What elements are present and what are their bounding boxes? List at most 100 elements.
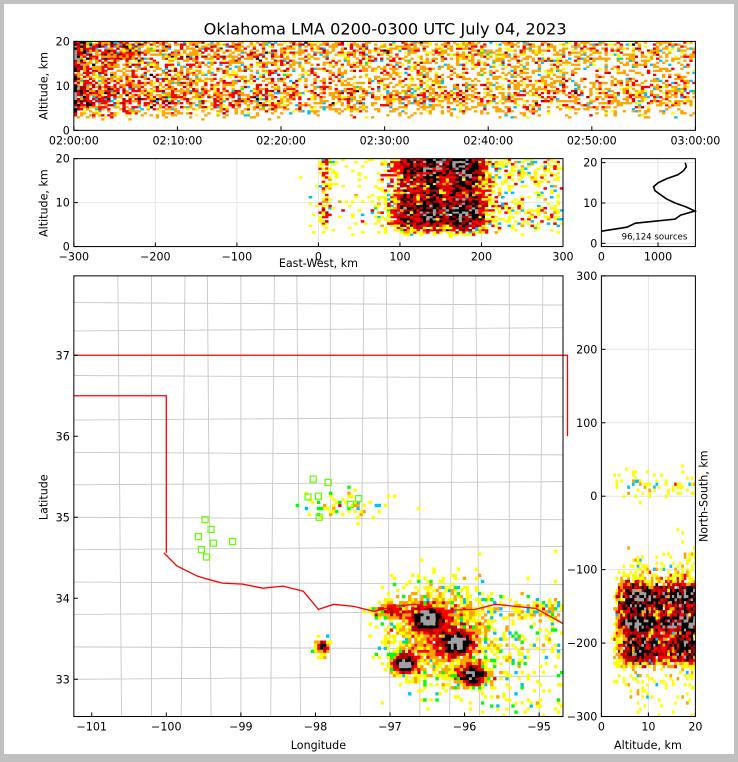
density-cell bbox=[241, 100, 244, 102]
density-cell bbox=[614, 43, 617, 45]
density-cell bbox=[277, 68, 280, 70]
density-cell bbox=[313, 88, 316, 90]
density-cell bbox=[332, 60, 335, 62]
density-cell bbox=[423, 181, 427, 184]
density-cell bbox=[86, 88, 89, 90]
density-cell bbox=[483, 49, 486, 51]
density-cell bbox=[228, 68, 231, 70]
density-cell bbox=[253, 100, 256, 102]
density-cell bbox=[113, 80, 116, 82]
density-cell bbox=[319, 100, 322, 102]
density-cell bbox=[429, 70, 432, 72]
density-cell bbox=[626, 90, 629, 92]
density-cell bbox=[165, 56, 168, 58]
density-cell bbox=[406, 185, 410, 188]
density-cell bbox=[301, 68, 304, 70]
density-cell bbox=[298, 96, 301, 98]
density-cell bbox=[433, 174, 437, 177]
density-cell bbox=[392, 86, 395, 88]
density-cell bbox=[441, 52, 444, 54]
density-cell bbox=[347, 52, 350, 54]
density-cell bbox=[265, 78, 268, 80]
density-cell bbox=[244, 100, 247, 102]
density-cell bbox=[480, 47, 483, 49]
density-cell bbox=[483, 108, 486, 110]
density-cell bbox=[277, 106, 280, 108]
density-cell bbox=[77, 54, 80, 56]
density-cell bbox=[213, 104, 216, 106]
density-cell bbox=[456, 47, 459, 49]
density-cell bbox=[116, 90, 119, 92]
density-cell bbox=[656, 52, 659, 54]
density-cell bbox=[583, 49, 586, 51]
density-cell bbox=[374, 68, 377, 70]
density-cell bbox=[617, 102, 620, 104]
density-cell bbox=[689, 60, 692, 62]
density-cell bbox=[147, 47, 150, 49]
density-cell bbox=[406, 167, 410, 170]
density-cell bbox=[550, 189, 554, 192]
density-cell bbox=[413, 225, 417, 228]
density-cell bbox=[262, 98, 265, 100]
density-cell bbox=[592, 47, 595, 49]
density-cell bbox=[265, 88, 268, 90]
density-cell bbox=[116, 102, 119, 104]
density-cell bbox=[447, 96, 450, 98]
density-cell bbox=[465, 172, 469, 175]
density-cell bbox=[374, 108, 377, 110]
density-cell bbox=[216, 82, 219, 84]
density-cell bbox=[444, 86, 447, 88]
density-cell bbox=[674, 100, 677, 102]
density-cell bbox=[104, 84, 107, 86]
density-cell bbox=[629, 56, 632, 58]
density-cell bbox=[307, 74, 310, 76]
density-cell bbox=[150, 84, 153, 86]
density-cell bbox=[595, 106, 598, 108]
density-cell bbox=[92, 94, 95, 96]
density-cell bbox=[119, 56, 122, 58]
density-cell bbox=[189, 84, 192, 86]
density-cell bbox=[495, 76, 498, 78]
density-cell bbox=[204, 108, 207, 110]
density-cell bbox=[510, 76, 513, 78]
density-cell bbox=[395, 47, 398, 49]
density-cell bbox=[598, 82, 601, 84]
density-cell bbox=[452, 205, 456, 208]
density-cell bbox=[423, 167, 427, 170]
density-cell bbox=[204, 56, 207, 58]
density-cell bbox=[268, 45, 271, 47]
density-cell bbox=[377, 218, 381, 221]
density-cell bbox=[677, 49, 680, 51]
density-cell bbox=[577, 86, 580, 88]
density-cell bbox=[638, 110, 641, 112]
density-cell bbox=[446, 161, 450, 164]
density-cell bbox=[491, 189, 495, 192]
density-cell bbox=[486, 78, 489, 80]
density-cell bbox=[423, 211, 427, 214]
density-cell bbox=[89, 68, 92, 70]
density-cell bbox=[365, 58, 368, 60]
density-cell bbox=[232, 72, 235, 74]
density-cell bbox=[565, 80, 568, 82]
density-cell bbox=[450, 49, 453, 51]
density-cell bbox=[268, 104, 271, 106]
density-cell bbox=[347, 84, 350, 86]
density-cell bbox=[400, 176, 404, 179]
density-cell bbox=[441, 82, 444, 84]
density-cell bbox=[371, 92, 374, 94]
density-cell bbox=[383, 49, 386, 51]
density-cell bbox=[119, 70, 122, 72]
density-cell bbox=[492, 100, 495, 102]
density-cell bbox=[517, 94, 520, 96]
density-cell bbox=[403, 198, 407, 201]
density-cell bbox=[86, 84, 89, 86]
density-cell bbox=[410, 66, 413, 68]
density-cell bbox=[365, 116, 368, 118]
density-cell bbox=[168, 112, 171, 114]
density-cell bbox=[347, 56, 350, 58]
density-cell bbox=[398, 45, 401, 47]
density-cell bbox=[238, 96, 241, 98]
density-cell bbox=[131, 106, 134, 108]
density-cell bbox=[307, 56, 310, 58]
density-cell bbox=[632, 108, 635, 110]
